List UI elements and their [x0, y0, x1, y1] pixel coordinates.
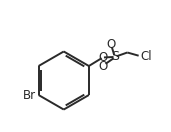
Text: Br: Br — [23, 89, 36, 102]
Text: O: O — [107, 38, 116, 51]
Text: O: O — [98, 51, 107, 64]
Text: Cl: Cl — [140, 50, 152, 63]
Text: S: S — [111, 50, 119, 63]
Text: O: O — [98, 60, 108, 73]
